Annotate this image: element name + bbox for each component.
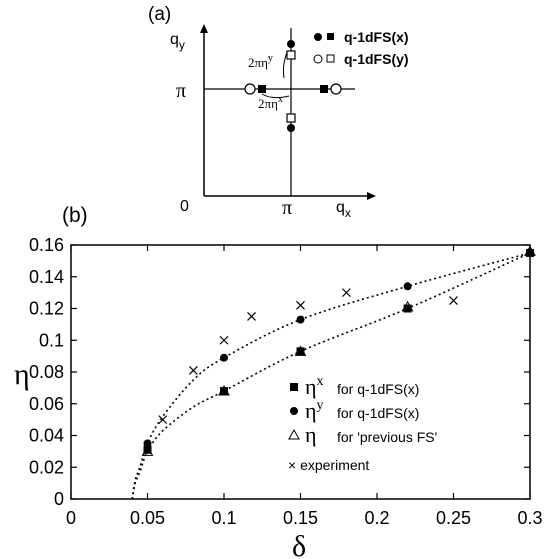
point-eta-y [403,282,412,291]
legend-b-label-eta: for 'previous FS' [337,429,437,445]
point-eta-previous-fs [218,385,230,396]
panel-a-y-axis-arrow [200,24,208,33]
panel-b-legend: ηx for q-1dFS(x) ηy for q-1dFS(x) η for … [288,374,437,473]
legend-a-open-circle [313,54,323,64]
point-experiment [188,365,198,375]
y-tick-label: 0.14 [29,267,64,287]
legend-b-marker-eta [288,428,300,440]
panel-b: (b) 0 0.05 0.1 0.15 0.2 0.25 0.3 0 0.02 0.04 0.06… [14,204,543,559]
fit-curve-0 [131,252,531,500]
legend-b-symbol-eta: η [305,422,317,447]
point-eta-y [220,353,228,362]
point-eta-x [403,304,412,313]
point-experiment [449,296,458,305]
legend-b-symbol-eta-y: ηy [305,398,324,423]
point-eta-previous-fs [401,300,414,312]
x-tick-label: 0.05 [130,508,165,528]
x-tick-label: 0.1 [211,508,236,528]
point-experiment-stroke [449,296,458,305]
point-experiment [296,300,305,310]
panel-a-legend: q-1dFS(x) q-1dFS(y) [313,29,409,67]
x-tick-label: 0.2 [364,508,389,528]
y-tick-label: 0.1 [39,330,64,350]
legend-a-filled-circle [314,33,322,41]
panel-b-data-points [141,245,536,456]
point-experiment [158,415,168,425]
legend-b-symbol-eta-x: ηx [305,374,324,399]
point-experiment [341,288,351,298]
marker-open-circle-right [330,83,342,95]
legend-a-filled-square [327,33,334,40]
marker-filled-circle-bottom [287,124,295,132]
legend-b-marker-eta-y [290,407,298,415]
panel-b-fit-curves [131,252,531,500]
point-experiment-stroke [341,288,351,298]
y-tick-label: 0.04 [29,426,64,446]
marker-open-square-bottom [286,113,296,123]
panel-b-ylabel: η [14,358,30,391]
point-eta-previous-fs [141,445,154,456]
x-tick-label: 0.3 [517,508,542,528]
marker-filled-square-right [320,85,328,93]
legend-a-label-x: q-1dFS(x) [344,29,409,45]
panel-b-y-ticks: 0 0.02 0.04 0.06 0.08 0.1 0.12 0.14 0.16 [29,235,530,509]
y-tick-label: 0.02 [29,457,64,477]
point-eta-y [143,439,152,448]
point-eta-previous-fs [524,245,536,256]
y-tick-label: 0.08 [29,362,64,382]
point-eta-y [296,315,305,324]
y-tick-label: 0.16 [29,235,64,255]
x-tick-label: 0 [66,508,76,528]
annotation-2pi-eta-y: 2πηy [248,53,273,70]
legend-b-label-experiment: × experiment [288,457,369,473]
panel-a-xlabel: qx [336,199,351,220]
panel-b-label: (b) [62,204,88,227]
legend-b-label-eta-y: for q-1dFS(x) [337,405,419,421]
panel-a-label: (a) [148,4,171,25]
y-tick-label: 0.12 [29,299,64,319]
marker-filled-circle-top [287,40,295,48]
legend-b-label-eta-x: for q-1dFS(x) [337,381,419,397]
point-experiment-stroke [188,365,198,375]
panel-a-ylabel: qy [170,31,185,52]
annotation-2pi-eta-x: 2πηx [258,94,283,111]
point-experiment [247,312,256,321]
x-tick-label: 0.25 [436,508,471,528]
marker-open-circle-left [244,83,256,95]
y-tick-label: 0 [54,489,64,509]
point-experiment [219,335,229,345]
panel-a-origin-label: 0 [180,198,189,215]
point-experiment-stroke [247,312,256,321]
panel-a-x-axis-arrow [367,192,376,200]
panel-b-x-ticks: 0 0.05 0.1 0.15 0.2 0.25 0.3 [66,245,543,528]
panel-a-y-pi-label: π [176,80,186,102]
marker-filled-square-left [258,85,266,93]
point-eta-previous-fs [294,345,307,356]
marker-open-square-top [286,50,296,60]
x-tick-label: 0.15 [283,508,318,528]
annotation-2pi-eta-x-bracket [261,93,290,99]
point-eta-x [220,387,228,396]
point-experiment-stroke [296,300,305,310]
legend-b-marker-eta-x [290,383,298,391]
point-eta-x [296,347,305,356]
point-eta-x [143,445,152,454]
legend-a-open-square [326,54,335,63]
point-experiment-stroke [219,335,229,345]
panel-a-x-pi-label: π [282,197,292,219]
point-experiment-stroke [158,415,168,425]
legend-a-label-y: q-1dFS(y) [344,51,409,67]
panel-b-xlabel: δ [292,530,306,559]
y-tick-label: 0.06 [29,394,64,414]
panel-a: (a) qy qx 0 π π 2πηy 2πηx [148,4,409,220]
annotation-2pi-eta-y-bracket [282,51,288,79]
